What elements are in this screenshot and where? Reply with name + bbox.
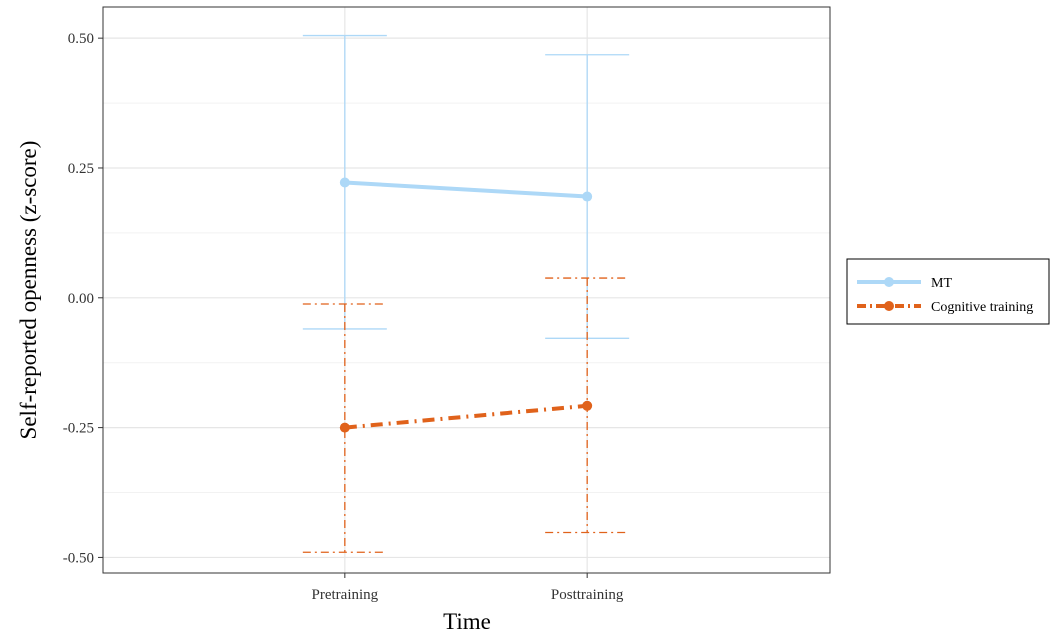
x-tick-label: Pretraining: [312, 587, 379, 603]
plot-border: [102, 6, 831, 574]
data-point: [339, 177, 350, 188]
legend: MT Cognitive training: [846, 258, 1050, 325]
series-line: [344, 180, 588, 199]
data-point: [582, 191, 593, 202]
x-axis-title: Time: [443, 609, 491, 634]
y-tick-label: -0.50: [63, 550, 94, 566]
data-point: [582, 400, 593, 411]
y-tick-label: 0.25: [68, 161, 94, 177]
legend-swatch-point: [884, 301, 894, 311]
major-gridlines: [103, 7, 830, 573]
x-tick-label: Posttraining: [551, 587, 624, 603]
y-tick-label: -0.25: [63, 421, 94, 437]
series-cognitive-training: [302, 277, 630, 553]
series-line: [344, 403, 588, 430]
legend-label: Cognitive training: [931, 300, 1033, 315]
y-tick-label: 0.00: [68, 291, 94, 307]
series-mt: [302, 34, 630, 339]
y-tick-label: 0.50: [68, 31, 94, 47]
legend-label: MT: [931, 276, 952, 291]
y-axis-title: Self-reported openness (z-score): [16, 141, 41, 440]
legend-box: [846, 258, 1050, 325]
legend-swatch-point: [884, 277, 894, 287]
y-axis-ticks: 0.50 0.25 0.00 -0.25 -0.50: [63, 31, 103, 566]
minor-gridlines: [103, 102, 830, 494]
data-point: [339, 422, 350, 433]
x-axis-ticks: Pretraining Posttraining: [312, 573, 624, 603]
series-layer: [302, 34, 630, 553]
